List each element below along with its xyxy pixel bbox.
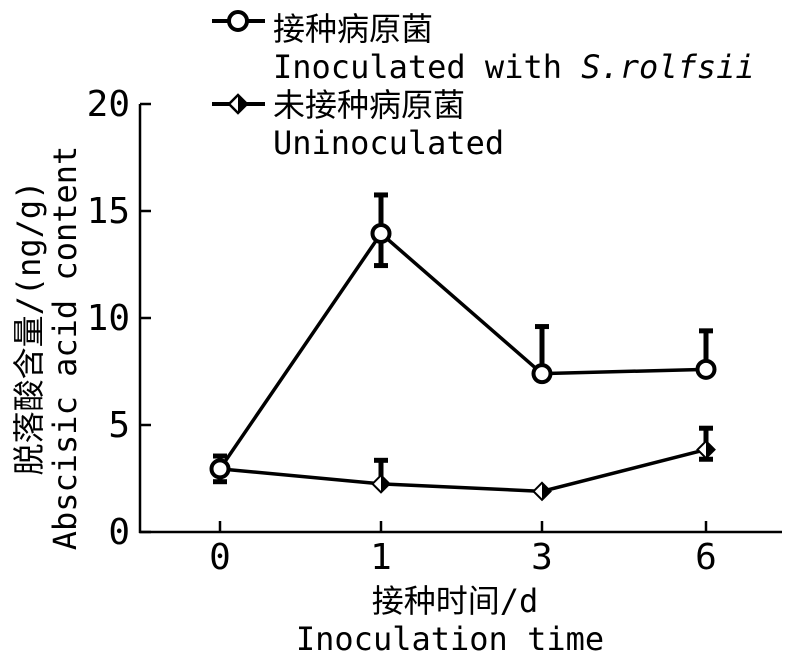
y-tick-label: 15 [87, 191, 130, 232]
series-inoculated [209, 192, 717, 485]
series-line-uninoculated [219, 447, 707, 494]
x-axis-label: 接种时间/d Inoculation time [296, 582, 604, 658]
series-uninoculated [210, 425, 716, 502]
data-point-inoculated [695, 358, 717, 380]
data-point-inoculated [209, 458, 231, 480]
y-tick-label: 10 [87, 298, 130, 339]
x-tick-label: 6 [695, 537, 717, 578]
legend-item-inoculated: 接种病原菌 Inoculated with S.rolfsii [212, 10, 755, 86]
x-axis-label-cn: 接种时间/d [372, 582, 539, 620]
legend-marker-circle [227, 10, 249, 32]
x-tick-label: 1 [370, 537, 392, 578]
legend-label-uninoculated-en: Uninoculated [273, 124, 504, 162]
x-ticks: 0 1 3 6 [209, 521, 717, 578]
y-tick-label: 20 [87, 84, 130, 125]
legend-label-inoculated-cn: 接种病原菌 [273, 10, 433, 48]
legend-item-uninoculated: 未接种病原菌 Uninoculated [212, 86, 504, 162]
y-tick-label: 0 [108, 512, 130, 553]
x-tick-label: 0 [209, 537, 231, 578]
legend-label-inoculated-en-prefix: Inoculated with [273, 48, 581, 86]
y-axis-label-cn: 脱落酸含量/(ng/g) [10, 181, 48, 476]
legend-label-uninoculated-cn: 未接种病原菌 [273, 86, 465, 124]
legend-marker-diamond [227, 93, 249, 115]
series-layer [209, 192, 717, 502]
data-point-uninoculated [371, 473, 391, 494]
data-point-inoculated [531, 363, 553, 385]
legend-label-inoculated-en-species: S.rolfsii [581, 48, 754, 86]
data-point-uninoculated [532, 481, 552, 502]
y-axis-label: 脱落酸含量/(ng/g) Abscisic acid content [10, 146, 84, 551]
legend: 接种病原菌 Inoculated with S.rolfsii 未接种病原菌 U… [212, 10, 755, 162]
y-ticks: 0 5 10 15 20 [87, 84, 151, 553]
x-tick-label: 3 [531, 537, 553, 578]
y-axis-label-en: Abscisic acid content [46, 146, 84, 551]
x-axis-label-en: Inoculation time [296, 620, 604, 658]
y-tick-label: 5 [108, 405, 130, 446]
data-point-uninoculated [696, 439, 716, 460]
legend-label-inoculated-en: Inoculated with S.rolfsii [273, 48, 755, 86]
series-line-inoculated [218, 230, 707, 470]
data-point-inoculated [370, 222, 392, 244]
